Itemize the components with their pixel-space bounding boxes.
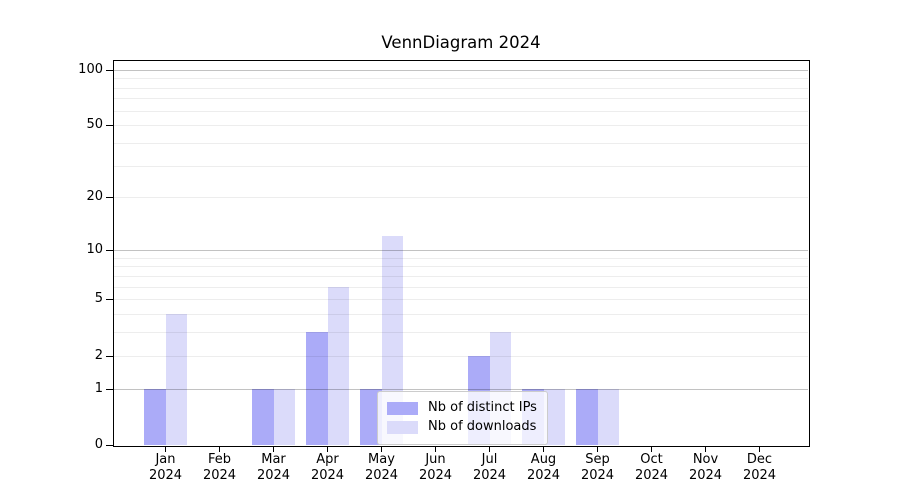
y-tick-mark-10 (106, 250, 113, 252)
x-tick-mark-feb-2024 (219, 446, 220, 452)
gridline-major-100 (114, 69, 808, 71)
gridline-minor-90 (114, 78, 808, 80)
x-tick-mark-sep-2024 (597, 446, 598, 452)
gridline-minor-2 (114, 355, 808, 357)
gridline-minor-8 (114, 266, 808, 268)
x-tick-label-oct-2024: Oct 2024 (634, 452, 669, 483)
gridline-major-1 (114, 388, 808, 390)
x-tick-label-sep-2024: Sep 2024 (580, 452, 615, 483)
gridline-minor-20 (114, 197, 808, 199)
x-tick-label-dec-2024: Dec 2024 (742, 452, 777, 483)
x-tick-mark-jun-2024 (435, 446, 436, 452)
legend-swatch-downloads (387, 420, 418, 434)
gridline-minor-30 (114, 165, 808, 167)
y-tick-label-20: 20 (86, 189, 103, 205)
y-tick-label-0: 0 (94, 437, 103, 452)
x-tick-mark-mar-2024 (273, 446, 274, 452)
gridline-minor-7 (114, 275, 808, 277)
y-tick-label-100: 100 (78, 61, 103, 77)
gridline-minor-40 (114, 143, 808, 145)
legend: Nb of distinct IPs Nb of downloads (377, 391, 548, 445)
x-tick-label-feb-2024: Feb 2024 (202, 452, 237, 483)
gridline-minor-3 (114, 332, 808, 334)
y-tick-mark-100 (106, 69, 113, 71)
x-tick-label-nov-2024: Nov 2024 (688, 452, 723, 483)
x-tick-label-jul-2024: Jul 2024 (472, 452, 507, 483)
y-tick-label-5: 5 (94, 291, 103, 307)
bar-nb-of-downloads-sep-2024 (597, 388, 619, 445)
x-tick-mark-jan-2024 (165, 446, 166, 452)
bar-nb-of-distinct-ips-jan-2024 (144, 388, 166, 445)
legend-label-downloads: Nb of downloads (428, 419, 537, 434)
gridline-minor-70 (114, 98, 808, 100)
y-tick-mark-50 (106, 125, 113, 127)
y-tick-mark-0 (106, 445, 113, 446)
legend-item-distinct-ips: Nb of distinct IPs (387, 400, 537, 416)
x-tick-mark-apr-2024 (327, 446, 328, 452)
x-tick-label-apr-2024: Apr 2024 (310, 452, 345, 483)
x-tick-mark-jul-2024 (489, 446, 490, 452)
x-tick-mark-nov-2024 (705, 446, 706, 452)
gridline-minor-9 (114, 257, 808, 259)
y-tick-mark-5 (106, 299, 113, 301)
y-tick-mark-1 (106, 388, 113, 390)
y-tick-mark-20 (106, 197, 113, 199)
x-tick-label-aug-2024: Aug 2024 (526, 452, 561, 483)
bar-nb-of-downloads-mar-2024 (273, 388, 295, 445)
bar-nb-of-downloads-aug-2024 (543, 388, 565, 445)
x-tick-mark-may-2024 (381, 446, 382, 452)
legend-swatch-distinct-ips (387, 401, 418, 415)
gridline-minor-4 (114, 314, 808, 316)
plot-area (113, 60, 810, 447)
bar-nb-of-downloads-jan-2024 (165, 314, 187, 445)
x-tick-mark-oct-2024 (651, 446, 652, 452)
bar-nb-of-distinct-ips-apr-2024 (306, 332, 328, 445)
y-tick-mark-2 (106, 355, 113, 357)
legend-item-downloads: Nb of downloads (387, 419, 537, 435)
y-tick-label-50: 50 (86, 117, 103, 133)
gridline-minor-50 (114, 125, 808, 127)
x-tick-label-may-2024: May 2024 (364, 452, 399, 483)
chart-title: VennDiagram 2024 (381, 33, 541, 52)
x-tick-label-mar-2024: Mar 2024 (256, 452, 291, 483)
x-tick-label-jun-2024: Jun 2024 (418, 452, 453, 483)
x-tick-mark-dec-2024 (759, 446, 760, 452)
y-tick-label-2: 2 (94, 347, 103, 363)
x-tick-mark-aug-2024 (543, 446, 544, 452)
gridline-minor-5 (114, 299, 808, 301)
y-tick-label-1: 1 (94, 380, 103, 396)
y-tick-label-10: 10 (86, 242, 103, 258)
gridline-major-10 (114, 250, 808, 252)
gridline-minor-60 (114, 110, 808, 112)
gridline-minor-80 (114, 87, 808, 89)
legend-label-distinct-ips: Nb of distinct IPs (428, 400, 537, 415)
x-tick-label-jan-2024: Jan 2024 (148, 452, 183, 483)
bar-nb-of-distinct-ips-may-2024 (360, 388, 382, 445)
bar-nb-of-downloads-apr-2024 (327, 286, 349, 445)
bar-nb-of-distinct-ips-mar-2024 (252, 388, 274, 445)
bar-nb-of-distinct-ips-sep-2024 (576, 388, 598, 445)
gridline-minor-6 (114, 286, 808, 288)
